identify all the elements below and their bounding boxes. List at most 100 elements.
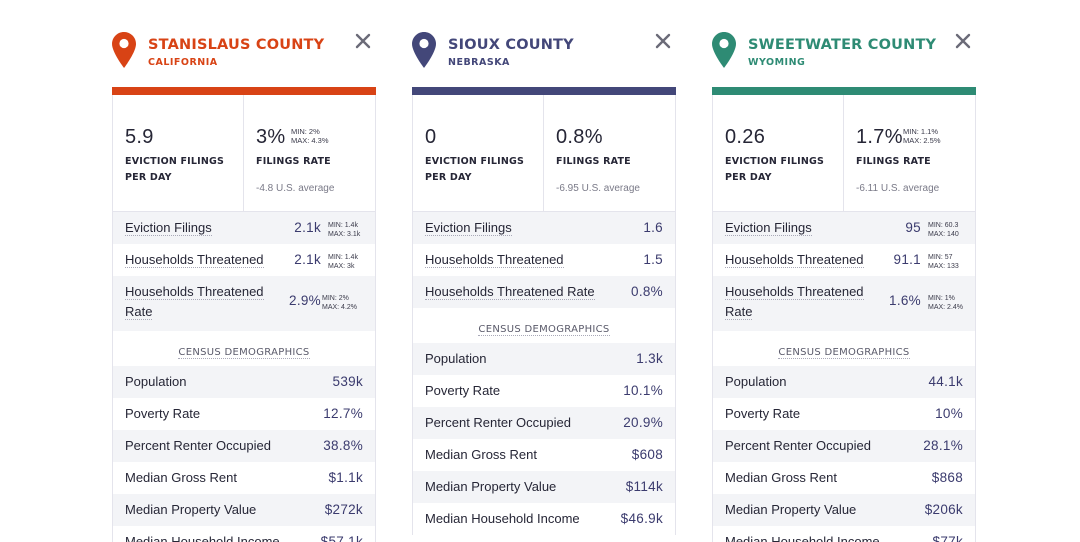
accent-bar xyxy=(112,87,376,95)
row-value: $57.1k xyxy=(320,534,363,542)
row-value: 20.9% xyxy=(623,415,663,430)
row-range: MIN: 1.4k MAX: 3k xyxy=(328,254,358,270)
us-average: -4.8 U.S. average xyxy=(256,183,335,194)
row-value: $114k xyxy=(625,479,663,494)
row-value: $608 xyxy=(631,447,663,462)
data-row-eviction-filings: Eviction Filings 95 MIN: 60.3 MAX: 140 xyxy=(713,212,975,244)
row-range: MIN: 2% MAX: 4.2% xyxy=(322,295,358,311)
row-label: Households Threatened Rate xyxy=(425,284,595,300)
county-name: STANISLAUS COUNTY xyxy=(148,37,325,53)
census-demographics-heading: CENSUS DEMOGRAPHICS xyxy=(178,347,310,359)
row-value: 2.9% xyxy=(289,293,321,308)
row-value: 44.1k xyxy=(928,374,963,389)
filing-rate-label: FILINGS RATE xyxy=(556,156,631,167)
map-pin-icon xyxy=(412,32,436,68)
filings-per-day-label: EVICTION FILINGS PER DAY xyxy=(125,156,225,183)
row-label: Median Gross Rent xyxy=(425,447,537,462)
row-value: 12.7% xyxy=(323,406,363,421)
demo-row-median-property-value: Median Property Value $206k xyxy=(713,494,975,526)
data-row-households-threatened: Households Threatened 2.1k MIN: 1.4k MAX:… xyxy=(113,244,375,276)
data-row-households-threatened-rate: Households Threatened Rate 2.9% MIN: 2% MA… xyxy=(113,276,375,331)
row-label: Households Threatened xyxy=(725,252,864,268)
filings-per-day-value: 0 xyxy=(425,126,437,148)
row-value: 0.8% xyxy=(631,284,663,299)
row-label: Households Threatened xyxy=(425,252,564,268)
filing-rate-range: MIN: 1.1% MAX: 2.5% xyxy=(903,127,941,145)
row-value: 1.6% xyxy=(889,293,921,308)
close-icon[interactable] xyxy=(654,32,672,50)
row-value: $1.1k xyxy=(328,470,363,485)
summary-stats: 0 EVICTION FILINGS PER DAY 0.8% FILINGS … xyxy=(413,95,675,212)
row-value: 95 xyxy=(905,220,921,235)
row-label: Poverty Rate xyxy=(425,383,501,398)
row-value: 91.1 xyxy=(893,252,921,267)
row-value: $46.9k xyxy=(620,511,663,526)
county-name: SWEETWATER COUNTY xyxy=(748,37,937,53)
row-label: Poverty Rate xyxy=(725,406,801,421)
data-row-households-threatened: Households Threatened 1.5 xyxy=(413,244,675,276)
demo-row-population: Population 44.1k xyxy=(713,366,975,398)
location-card-sioux: SIOUX COUNTY NEBRASKA 0 EVICTION FILINGS… xyxy=(412,0,676,542)
card-header: STANISLAUS COUNTY CALIFORNIA xyxy=(112,0,376,87)
census-demographics-heading: CENSUS DEMOGRAPHICS xyxy=(778,347,910,359)
row-value: 1.5 xyxy=(643,252,663,267)
row-range: MIN: 1% MAX: 2.4% xyxy=(928,295,964,311)
summary-stats: 0.26 EVICTION FILINGS PER DAY 1.7% MIN: … xyxy=(713,95,975,212)
close-icon[interactable] xyxy=(954,32,972,50)
row-value: 1.3k xyxy=(636,351,663,366)
us-average: -6.95 U.S. average xyxy=(556,183,640,194)
row-label: Percent Renter Occupied xyxy=(425,415,571,430)
demo-row-poverty-rate: Poverty Rate 12.7% xyxy=(113,398,375,430)
filings-per-day-value: 5.9 xyxy=(125,126,154,148)
location-card-sweetwater: SWEETWATER COUNTY WYOMING 0.26 EVICTION … xyxy=(712,0,976,542)
row-range: MIN: 60.3 MAX: 140 xyxy=(928,222,959,238)
row-label: Median Household Income xyxy=(425,511,580,526)
row-label: Median Household Income xyxy=(725,534,880,542)
us-average: -6.11 U.S. average xyxy=(856,183,940,194)
card-header: SIOUX COUNTY NEBRASKA xyxy=(412,0,676,87)
data-row-households-threatened-rate: Households Threatened Rate 1.6% MIN: 1% MA… xyxy=(713,276,975,331)
row-label: Median Gross Rent xyxy=(725,470,837,485)
row-label: Percent Renter Occupied xyxy=(725,438,871,453)
filings-per-day-stat: 0 EVICTION FILINGS PER DAY xyxy=(413,95,544,212)
location-card-stanislaus: STANISLAUS COUNTY CALIFORNIA 5.9 EVICTIO… xyxy=(112,0,376,542)
data-row-households-threatened: Households Threatened 91.1 MIN: 57 MAX: 1… xyxy=(713,244,975,276)
demo-row-renter-occupied: Percent Renter Occupied 38.8% xyxy=(113,430,375,462)
accent-bar xyxy=(412,87,676,95)
row-label: Households Threatened xyxy=(125,252,264,268)
row-value: 2.1k xyxy=(294,252,321,267)
row-value: 10.1% xyxy=(623,383,663,398)
demo-row-renter-occupied: Percent Renter Occupied 28.1% xyxy=(713,430,975,462)
row-value: 1.6 xyxy=(643,220,663,235)
state-name: NEBRASKA xyxy=(448,57,510,68)
row-label: Eviction Filings xyxy=(125,220,212,236)
row-label: Median Property Value xyxy=(725,502,857,517)
county-name: SIOUX COUNTY xyxy=(448,37,574,53)
state-name: WYOMING xyxy=(748,57,806,68)
row-value: 539k xyxy=(332,374,363,389)
filing-rate-value: 1.7% xyxy=(856,126,903,148)
filing-rate-range: MIN: 2% MAX: 4.3% xyxy=(291,127,329,145)
data-row-eviction-filings: Eviction Filings 1.6 xyxy=(413,212,675,244)
filings-per-day-label: EVICTION FILINGS PER DAY xyxy=(725,156,825,183)
row-label: Households Threatened Rate xyxy=(125,284,264,320)
row-label: Households Threatened Rate xyxy=(725,284,864,320)
row-label: Median Property Value xyxy=(425,479,557,494)
row-value: 10% xyxy=(935,406,963,421)
row-value: $77k xyxy=(932,534,963,542)
demo-row-median-household-income: Median Household Income $57.1k xyxy=(113,526,375,542)
demo-row-median-gross-rent: Median Gross Rent $1.1k xyxy=(113,462,375,494)
row-label: Eviction Filings xyxy=(425,220,512,236)
row-value: 38.8% xyxy=(323,438,363,453)
filings-per-day-value: 0.26 xyxy=(725,126,766,148)
card-header: SWEETWATER COUNTY WYOMING xyxy=(712,0,976,87)
row-label: Median Property Value xyxy=(125,502,257,517)
row-label: Population xyxy=(125,374,187,389)
map-pin-icon xyxy=(112,32,136,68)
row-label: Eviction Filings xyxy=(725,220,812,236)
card-panel: 0.26 EVICTION FILINGS PER DAY 1.7% MIN: … xyxy=(712,95,976,542)
row-range: MIN: 1.4k MAX: 3.1k xyxy=(328,222,361,238)
map-pin-icon xyxy=(712,32,736,68)
demo-row-median-household-income: Median Household Income $46.9k xyxy=(413,503,675,535)
close-icon[interactable] xyxy=(354,32,372,50)
